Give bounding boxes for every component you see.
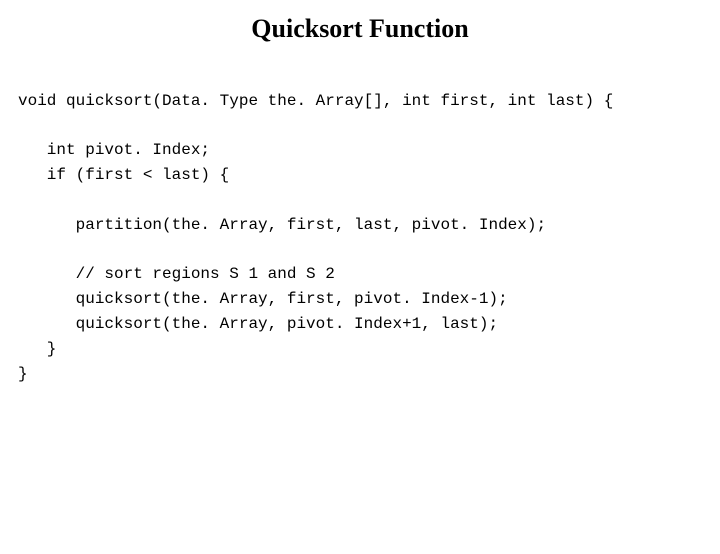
code-line: quicksort(the. Array, first, pivot. Inde… bbox=[18, 290, 508, 308]
code-line: partition(the. Array, first, last, pivot… bbox=[18, 216, 546, 234]
code-line: quicksort(the. Array, pivot. Index+1, la… bbox=[18, 315, 498, 333]
code-line: } bbox=[18, 340, 56, 358]
slide-title: Quicksort Function bbox=[0, 14, 720, 44]
code-line: // sort regions S 1 and S 2 bbox=[18, 265, 335, 283]
code-line: void quicksort(Data. Type the. Array[], … bbox=[18, 92, 613, 110]
code-line: int pivot. Index; bbox=[18, 141, 210, 159]
code-line: } bbox=[18, 365, 28, 383]
code-line: if (first < last) { bbox=[18, 166, 229, 184]
code-block: void quicksort(Data. Type the. Array[], … bbox=[0, 64, 720, 386]
